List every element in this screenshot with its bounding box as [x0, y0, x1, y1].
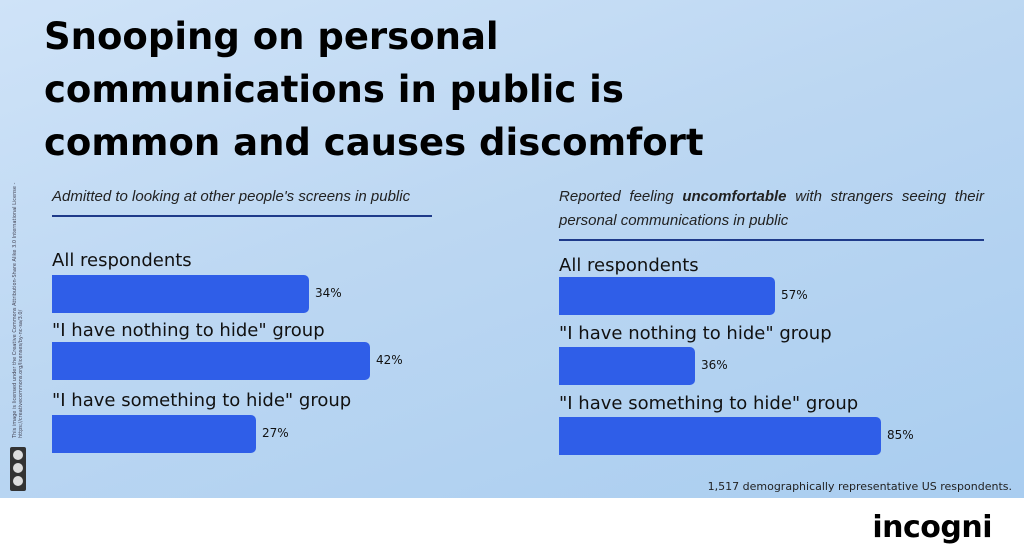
value-label: 42%	[376, 353, 403, 367]
value-label: 85%	[887, 428, 914, 442]
chart-discomfort: Reported feeling uncomfortable with stra…	[559, 185, 984, 455]
bar	[559, 347, 695, 385]
brand-logo: incogni	[872, 510, 992, 545]
bar	[559, 417, 881, 455]
page-title: Snooping on personal communications in p…	[44, 10, 744, 169]
category-label: All respondents	[52, 250, 192, 271]
value-label: 34%	[315, 286, 342, 300]
chart-right-subtitle: Reported feeling uncomfortable with stra…	[559, 185, 984, 233]
category-label: "I have nothing to hide" group	[559, 323, 832, 344]
creative-commons-icon	[10, 447, 26, 491]
bar	[559, 277, 775, 315]
subtitle-part-3: with strangers seeing their personal com…	[559, 188, 984, 229]
value-label: 36%	[701, 358, 728, 372]
respondents-footnote: 1,517 demographically representative US …	[707, 480, 1012, 493]
chart-left-rule	[52, 215, 432, 217]
chart-panel: Snooping on personal communications in p…	[0, 0, 1024, 498]
bar	[52, 415, 256, 453]
title-line-3: common and causes discomfort	[44, 121, 704, 164]
chart-screen-looking: Admitted to looking at other people's sc…	[52, 185, 432, 453]
chart-right-rule	[559, 239, 984, 241]
category-label: "I have nothing to hide" group	[52, 320, 325, 341]
title-line-2: communications in public is	[44, 68, 624, 111]
bar	[52, 342, 370, 380]
category-label: All respondents	[559, 255, 699, 276]
bar	[52, 275, 309, 313]
chart-left-subtitle: Admitted to looking at other people's sc…	[52, 188, 411, 205]
subtitle-part-1: Reported feeling	[559, 188, 683, 205]
subtitle-emphasis: uncomfortable	[682, 188, 787, 205]
category-label: "I have something to hide" group	[559, 393, 859, 414]
license-text: This image is licensed under the Creativ…	[12, 182, 24, 438]
category-label: "I have something to hide" group	[52, 390, 352, 411]
value-label: 57%	[781, 288, 808, 302]
title-line-1: Snooping on personal	[44, 15, 499, 58]
value-label: 27%	[262, 426, 289, 440]
